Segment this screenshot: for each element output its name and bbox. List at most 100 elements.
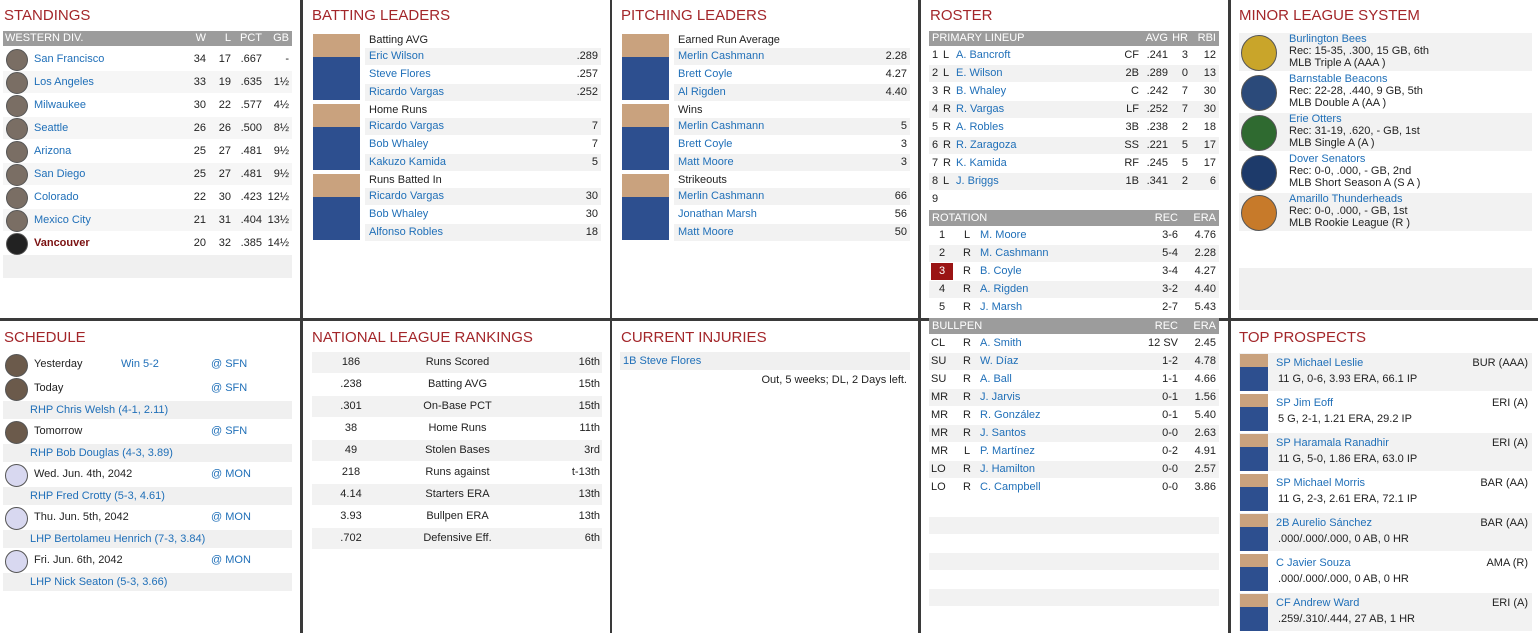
player-name[interactable]: P. Martínez (980, 445, 1035, 457)
player-name[interactable]: Bob Whaley (369, 208, 429, 220)
prospect-name[interactable]: C Javier Souza (1276, 557, 1351, 569)
player-name[interactable]: Merlin Cashmann (678, 190, 765, 202)
stat: SU (931, 373, 947, 385)
player-name[interactable]: M. Cashmann (980, 247, 1049, 259)
probable-pitcher[interactable]: LHP Nick Seaton (5-3, 3.66) (30, 576, 168, 588)
player-name[interactable]: R. Zaragoza (956, 139, 1017, 151)
team-name[interactable]: Mexico City (34, 214, 91, 226)
player-name[interactable]: W. Díaz (980, 355, 1019, 367)
team-name[interactable]: Amarillo Thunderheads (1289, 193, 1403, 205)
opponent[interactable]: @ SFN (211, 382, 248, 394)
player-name[interactable]: B. Whaley (956, 85, 1007, 97)
player-name[interactable]: J. Hamilton (980, 463, 1036, 475)
player-name[interactable]: K. Kamida (956, 157, 1007, 169)
stat: 9 (932, 193, 939, 205)
game-result[interactable]: Win 5-2 (121, 358, 159, 370)
player-name[interactable]: Matt Moore (678, 226, 734, 238)
team-name[interactable]: Barnstable Beacons (1289, 73, 1388, 85)
player-name[interactable]: Ricardo Vargas (369, 120, 444, 132)
player-name[interactable]: Merlin Cashmann (678, 120, 765, 132)
team-name[interactable]: Burlington Bees (1289, 33, 1367, 45)
header-row (929, 31, 1219, 46)
stat: 12½ (267, 191, 289, 203)
team-name[interactable]: Erie Otters (1289, 113, 1342, 125)
stat: 0 (1181, 67, 1188, 79)
player-name[interactable]: M. Moore (980, 229, 1027, 241)
stat: 0-0 (1162, 481, 1178, 493)
team-name[interactable]: San Francisco (34, 53, 105, 65)
player-name[interactable]: J. Santos (980, 427, 1026, 439)
player-name[interactable]: A. Robles (956, 121, 1004, 133)
player-name[interactable]: Al Rigden (678, 86, 726, 98)
opponent[interactable]: @ MON (211, 554, 251, 566)
probable-pitcher[interactable]: RHP Chris Welsh (4-1, 2.11) (30, 404, 169, 416)
stat: .221 (1146, 139, 1168, 151)
team-name[interactable]: Colorado (34, 191, 79, 203)
team-logo (5, 550, 28, 573)
prospect-name[interactable]: 2B Aurelio Sánchez (1276, 517, 1373, 529)
injured-player[interactable]: 1B Steve Flores (623, 355, 702, 367)
stat: 66 (894, 190, 907, 202)
player-name[interactable]: J. Marsh (980, 301, 1023, 313)
team-logo (5, 378, 28, 401)
probable-pitcher[interactable]: RHP Bob Douglas (4-3, 3.89) (30, 447, 173, 459)
player-name[interactable]: J. Briggs (956, 175, 999, 187)
player-name[interactable]: A. Smith (980, 337, 1022, 349)
prospect-name[interactable]: SP Michael Morris (1276, 477, 1366, 489)
team-name[interactable]: Los Angeles (34, 76, 94, 88)
opponent[interactable]: @ SFN (211, 358, 248, 370)
opponent[interactable]: @ MON (211, 511, 251, 523)
probable-pitcher[interactable]: RHP Fred Crotty (5-3, 4.61) (30, 490, 165, 502)
player-name[interactable]: Steve Flores (369, 68, 431, 80)
team-name[interactable]: Dover Senators (1289, 153, 1366, 165)
player-name[interactable]: E. Wilson (956, 67, 1003, 79)
player-name[interactable]: R. González (980, 409, 1041, 421)
prospect-stats: .259/.310/.444, 27 AB, 1 HR (1278, 613, 1415, 625)
prospect-name[interactable]: SP Jim Eoff (1276, 397, 1334, 409)
player-name[interactable]: A. Bancroft (956, 49, 1011, 61)
player-name[interactable]: B. Coyle (980, 265, 1022, 277)
player-name[interactable]: Jonathan Marsh (678, 208, 757, 220)
row-bg (1239, 353, 1532, 391)
player-name[interactable]: Matt Moore (678, 156, 734, 168)
player-name[interactable]: A. Ball (980, 373, 1012, 385)
player-name[interactable]: C. Campbell (980, 481, 1041, 493)
probable-pitcher[interactable]: LHP Bertolameu Henrich (7-3, 3.84) (30, 533, 206, 545)
player-name[interactable]: Kakuzo Kamida (369, 156, 447, 168)
prospect-name[interactable]: CF Andrew Ward (1276, 597, 1360, 609)
stat: 17 (218, 53, 231, 65)
prospect-name[interactable]: SP Haramala Ranadhir (1276, 437, 1389, 449)
prospect-name[interactable]: SP Michael Leslie (1276, 357, 1364, 369)
player-name[interactable]: Merlin Cashmann (678, 50, 765, 62)
stat: 3 (900, 138, 907, 150)
team-name[interactable]: Seattle (34, 122, 69, 134)
row-bg (674, 188, 910, 205)
stat: 32 (218, 237, 231, 249)
player-name[interactable]: Brett Coyle (678, 68, 733, 80)
player-name[interactable]: Brett Coyle (678, 138, 733, 150)
player-name[interactable]: Ricardo Vargas (369, 190, 444, 202)
player-name[interactable]: A. Rigden (980, 283, 1029, 295)
stat: 5 (1181, 139, 1188, 151)
player-name[interactable]: Alfonso Robles (369, 226, 443, 238)
player-name[interactable]: R. Vargas (956, 103, 1005, 115)
stat: - (285, 53, 289, 65)
row-bg (929, 137, 1219, 154)
rank: 13th (578, 488, 600, 500)
opponent[interactable]: @ SFN (211, 425, 248, 437)
team-name[interactable]: San Diego (34, 168, 86, 180)
player-name[interactable]: Bob Whaley (369, 138, 429, 150)
team-logo (6, 164, 28, 186)
stat: 5 (591, 156, 598, 168)
stat: 2 (1181, 175, 1188, 187)
player-name[interactable]: J. Jarvis (980, 391, 1021, 403)
opponent[interactable]: @ MON (211, 468, 251, 480)
prospect-stats: 11 G, 5-0, 1.86 ERA, 63.0 IP (1278, 453, 1418, 465)
team-name[interactable]: Milwaukee (34, 99, 86, 111)
player-name[interactable]: Eric Wilson (369, 50, 425, 62)
row-bg (929, 371, 1219, 388)
column-header: L (224, 32, 231, 44)
team-name[interactable]: Arizona (34, 145, 72, 157)
player-name[interactable]: Ricardo Vargas (369, 86, 444, 98)
empty-row (929, 535, 1219, 552)
